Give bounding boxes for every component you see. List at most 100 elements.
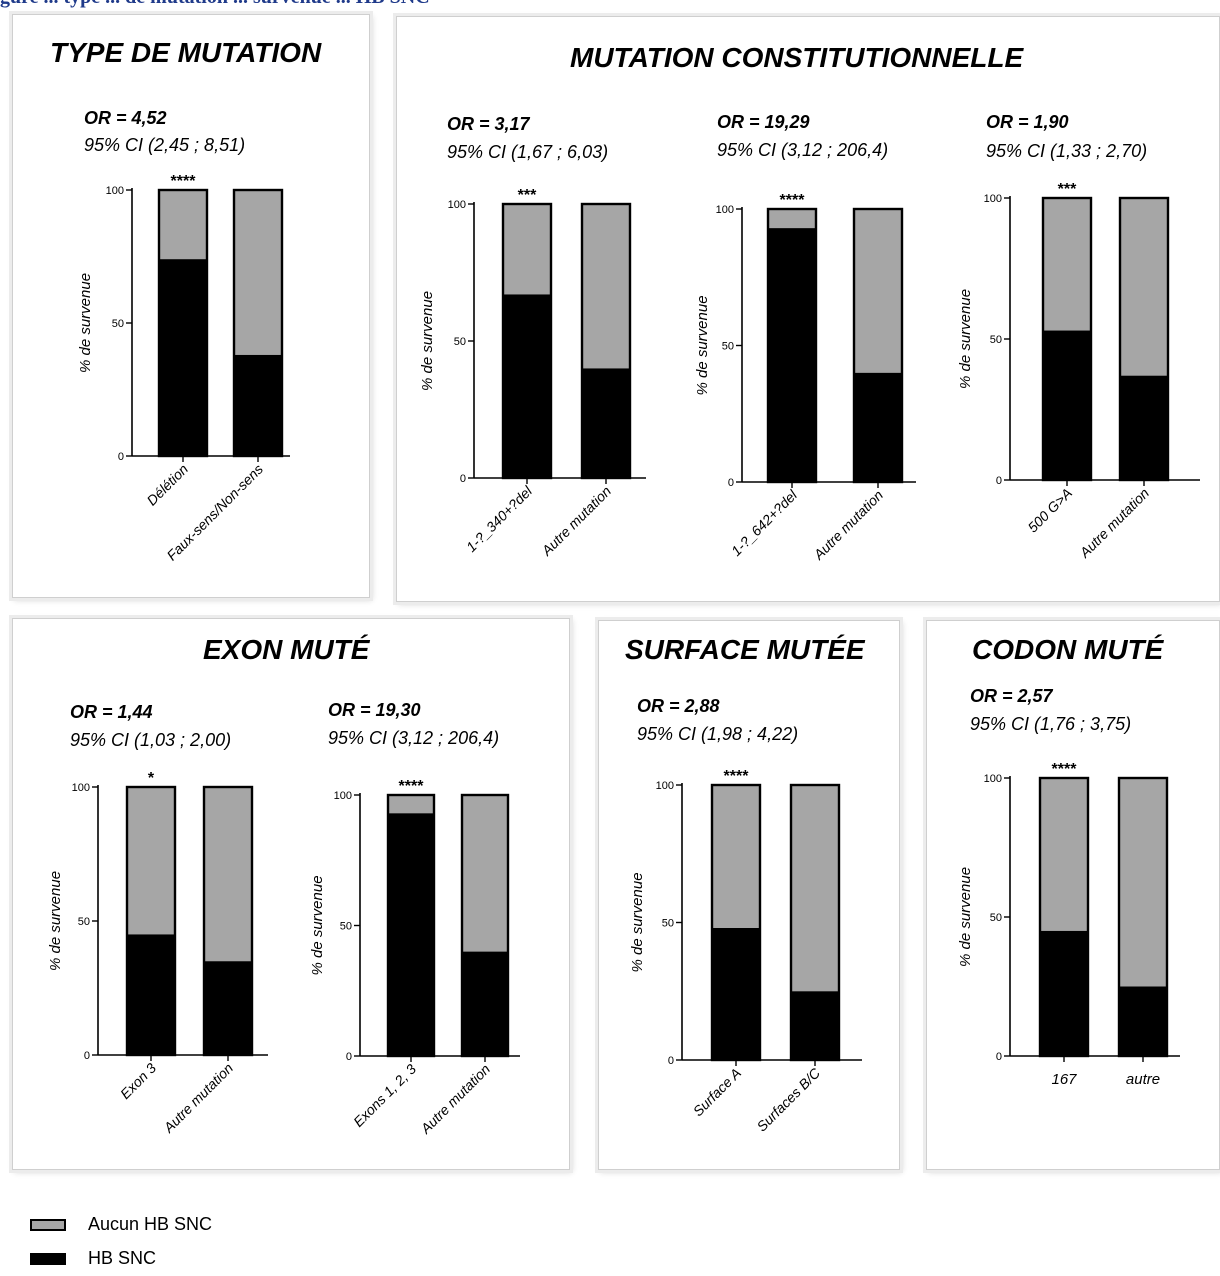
confidence-interval-label: 95% CI (1,98 ; 4,22) [637,724,798,744]
panel-title-exon-mute: EXON MUTÉ [203,634,370,665]
bar-segment-hb-snc [1120,375,1168,480]
bar-segment-aucun-hb-snc [1119,778,1167,987]
odds-ratio-label: OR = 3,17 [447,114,531,134]
bar-segment-aucun-hb-snc [791,785,839,992]
significance-label: *** [518,187,537,204]
chart-6: OR = 19,30 95% CI (3,12 ; 206,4) 0 50 100 % d… [309,700,520,1137]
y-tick-label: 50 [454,336,466,348]
confidence-interval-label: 95% CI (1,03 ; 2,00) [70,730,231,750]
bar-segment-aucun-hb-snc [1043,198,1091,331]
y-tick-label: 50 [112,318,124,330]
bar-segment-hb-snc [388,813,434,1056]
x-tick-label: 167 [1051,1071,1077,1088]
y-tick-label: 50 [662,918,674,930]
y-tick-label: 0 [728,477,734,489]
odds-ratio-label: OR = 2,88 [637,696,720,716]
x-tick-label: 500 G>A [1024,485,1075,536]
bar-segment-aucun-hb-snc [388,795,434,814]
bar-segment-hb-snc [791,991,839,1060]
odds-ratio-label: OR = 4,52 [84,108,167,128]
bar-segment-hb-snc [127,934,175,1055]
y-tick-label: 100 [106,185,124,197]
y-tick-label: 100 [984,773,1002,785]
significance-label: *** [1058,181,1077,198]
y-tick-label: 50 [78,916,90,928]
panel-title-type-de-mutation: TYPE DE MUTATION [50,37,322,68]
x-tick-label: 1-?_340+?del [463,482,536,555]
odds-ratio-label: OR = 19,29 [717,112,810,132]
chart-4: OR = 1,90 95% CI (1,33 ; 2,70) 0 50 100 % de … [957,112,1200,561]
y-tick-label: 0 [996,1051,1002,1063]
y-tick-label: 50 [990,912,1002,924]
confidence-interval-label: 95% CI (3,12 ; 206,4) [328,728,499,748]
y-tick-label: 0 [346,1051,352,1063]
legend-item-hb-snc: HB SNC [30,1248,156,1269]
x-tick-label: Autre mutation [538,483,615,560]
significance-label: **** [780,192,806,209]
x-tick-label: Autre mutation [810,487,887,564]
significance-label: **** [171,173,197,190]
bar-segment-hb-snc [503,294,551,478]
y-tick-label: 100 [984,193,1002,205]
chart-1: OR = 4,52 95% CI (2,45 ; 8,51) 0 50 100 % de … [77,108,290,563]
panel-title-codon-mute: CODON MUTÉ [972,634,1164,665]
y-tick-label: 100 [72,782,90,794]
x-tick-label: Exon 3 [117,1060,159,1102]
confidence-interval-label: 95% CI (1,67 ; 6,03) [447,142,608,162]
y-tick-label: 0 [118,451,124,463]
significance-label: **** [399,778,425,795]
bar-segment-aucun-hb-snc [582,204,630,369]
bar-segment-aucun-hb-snc [1040,778,1088,931]
bar-segment-aucun-hb-snc [234,190,282,355]
legend-label-hb-snc: HB SNC [88,1248,157,1268]
y-tick-label: 100 [334,790,352,802]
confidence-interval-label: 95% CI (2,45 ; 8,51) [84,135,245,155]
y-tick-label: 50 [340,921,352,933]
odds-ratio-label: OR = 19,30 [328,700,421,720]
chart-3: OR = 19,29 95% CI (3,12 ; 206,4) 0 50 100 % d… [694,112,916,563]
bar-segment-hb-snc [1040,930,1088,1056]
y-axis-label: % de survenue [309,875,326,975]
chart-5: OR = 1,44 95% CI (1,03 ; 2,00) 0 50 100 % de … [47,702,268,1136]
bar-segment-hb-snc [768,228,816,482]
x-tick-label: Exons 1, 2, 3 [350,1061,419,1130]
legend-swatch-hb-snc [30,1252,66,1265]
significance-label: * [148,770,155,787]
bar-segment-hb-snc [1119,986,1167,1056]
x-tick-label: Délétion [143,461,191,509]
y-axis-label: % de survenue [694,295,711,395]
x-tick-label: Autre mutation [417,1061,494,1138]
confidence-interval-label: 95% CI (1,33 ; 2,70) [986,141,1147,161]
bar-segment-hb-snc [854,372,902,482]
legend-item-aucun-hb-snc: Aucun HB SNC [30,1214,212,1235]
confidence-interval-label: 95% CI (3,12 ; 206,4) [717,140,888,160]
bar-segment-hb-snc [462,951,508,1056]
y-tick-label: 100 [656,780,674,792]
y-axis-label: % de survenue [629,872,646,972]
figure-caption-fragment: gure ... type ... de mutation ... surven… [0,0,1220,8]
bar-segment-hb-snc [712,928,760,1060]
chart-2: OR = 3,17 95% CI (1,67 ; 6,03) 0 50 100 % de … [419,114,646,559]
bar-segment-aucun-hb-snc [854,209,902,373]
y-tick-label: 50 [990,334,1002,346]
x-tick-label: Surface A [690,1065,744,1119]
y-tick-label: 100 [716,204,734,216]
bar-segment-aucun-hb-snc [1120,198,1168,376]
y-axis-label: % de survenue [957,867,974,967]
x-tick-label: 1-?_642+?del [728,486,801,559]
y-tick-label: 50 [722,341,734,353]
panel-title-surface-mutee: SURFACE MUTÉE [625,634,865,665]
bar-segment-aucun-hb-snc [503,204,551,295]
odds-ratio-label: OR = 1,90 [986,112,1069,132]
bar-segment-hb-snc [1043,330,1091,480]
y-tick-label: 0 [460,473,466,485]
bar-segment-aucun-hb-snc [712,785,760,928]
y-tick-label: 0 [84,1050,90,1062]
bar-segment-aucun-hb-snc [127,787,175,935]
bar-segment-aucun-hb-snc [768,209,816,229]
legend-label-aucun-hb-snc: Aucun HB SNC [88,1214,213,1234]
bar-segment-hb-snc [234,354,282,456]
significance-label: **** [724,768,750,785]
x-tick-label: Surfaces B/C [753,1064,823,1134]
